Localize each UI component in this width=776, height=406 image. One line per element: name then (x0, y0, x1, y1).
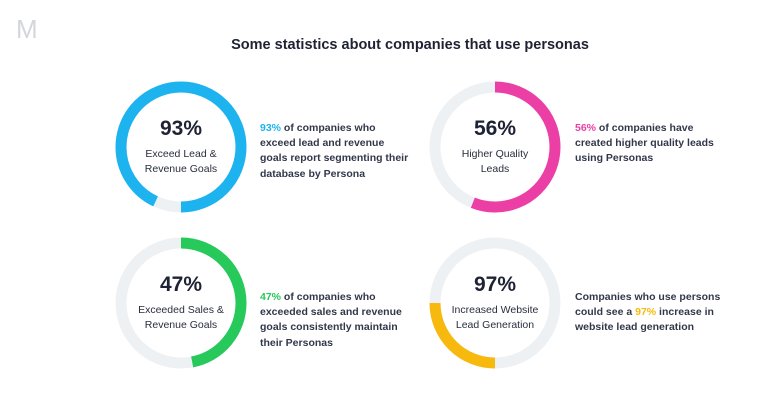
donut-ring (429, 237, 561, 369)
desc-highlight: 47% (260, 291, 282, 303)
brand-logo: M (16, 14, 38, 44)
stat-description: 56% of companies have created higher qua… (575, 121, 725, 167)
donut-arc (429, 81, 561, 213)
donut-ring (115, 237, 247, 369)
donut-value: 47% (159, 273, 203, 297)
stat-description: 47% of companies who exceeded sales and … (260, 290, 410, 351)
donut-value: 93% (159, 117, 203, 141)
desc-text-before: Companies who use persons could see a (575, 291, 721, 319)
donut-value: 56% (473, 117, 517, 141)
donut-chart-exceed-lead: 93% Exceed Lead & Revenue Goals (114, 80, 248, 214)
donut-label: Increased Website Lead Generation (451, 304, 539, 332)
donut-arc (115, 237, 247, 369)
donut-chart-exceeded-sales: 47% Exceeded Sales & Revenue Goals (114, 236, 248, 370)
donut-ring (115, 81, 247, 213)
stat-description: Companies who use persons could see a 97… (575, 290, 725, 336)
donut-value: 97% (473, 273, 517, 297)
donut-ring (429, 81, 561, 213)
desc-text-after: increase in website lead generation (575, 306, 714, 334)
desc-text-after: of companies have created higher quality… (575, 122, 714, 165)
donut-label: Exceed Lead & Revenue Goals (144, 148, 218, 176)
desc-highlight: 56% (575, 122, 597, 134)
stat-description: 93% of companies who exceed lead and rev… (260, 121, 410, 182)
page-title: Some statistics about companies that use… (231, 37, 589, 53)
donut-label: Higher Quality Leads (461, 148, 529, 176)
donut-arc (115, 81, 247, 213)
desc-text-after: of companies who exceeded sales and reve… (260, 291, 402, 349)
desc-text-after: of companies who exceed lead and revenue… (260, 122, 409, 180)
donut-chart-higher-quality-leads: 56% Higher Quality Leads (428, 80, 562, 214)
donut-chart-increased-website-leads: 97% Increased Website Lead Generation (428, 236, 562, 370)
desc-highlight: 93% (260, 122, 282, 134)
donut-label: Exceeded Sales & Revenue Goals (138, 304, 224, 332)
donut-arc (429, 237, 561, 369)
desc-highlight: 97% (635, 306, 657, 319)
